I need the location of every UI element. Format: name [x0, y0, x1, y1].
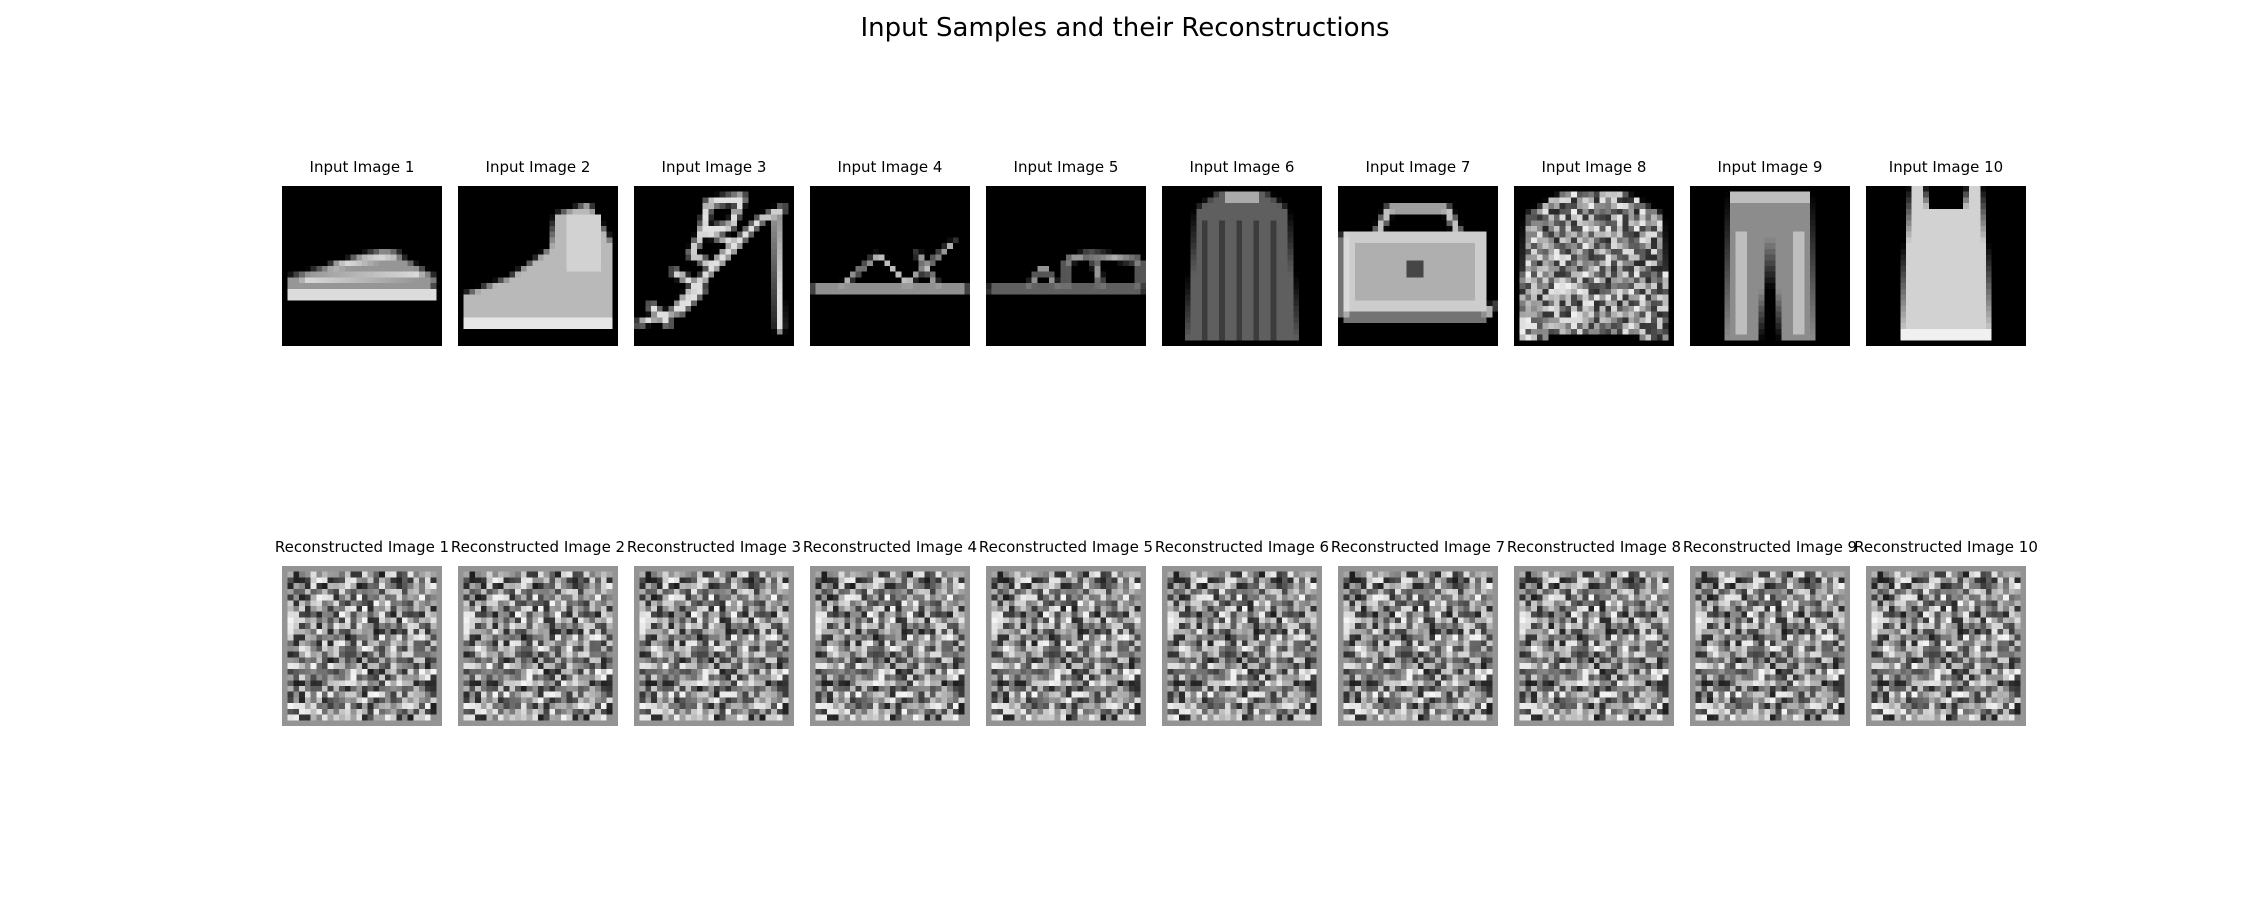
reconstruction-panel-5: Reconstructed Image 5 — [979, 535, 1153, 735]
reconstruction-panel-10: Reconstructed Image 10 — [1854, 535, 2038, 735]
reconstruction-panel-title: Reconstructed Image 4 — [802, 538, 978, 556]
input-image-bag — [1338, 186, 1498, 346]
input-panel-10: Input Image 10 — [1866, 155, 2026, 355]
reconstructed-image — [1514, 566, 1674, 726]
input-image-sneaker — [282, 186, 442, 346]
input-panel-title: Input Image 1 — [309, 158, 415, 176]
reconstruction-panel-title: Reconstructed Image 5 — [978, 538, 1154, 556]
input-panel-4: Input Image 4 — [810, 155, 970, 355]
reconstructed-image — [282, 566, 442, 726]
input-image-slide-sandal — [986, 186, 1146, 346]
reconstruction-panel-title: Reconstructed Image 6 — [1154, 538, 1330, 556]
figure-title: Input Samples and their Reconstructions — [860, 13, 1390, 43]
reconstruction-panel-2: Reconstructed Image 2 — [451, 535, 625, 735]
input-panel-8: Input Image 8 — [1514, 155, 1674, 355]
reconstruction-panel-title: Reconstructed Image 2 — [450, 538, 626, 556]
reconstruction-panel-9: Reconstructed Image 9 — [1683, 535, 1857, 735]
input-panel-title: Input Image 5 — [1013, 158, 1119, 176]
input-panel-7: Input Image 7 — [1338, 155, 1498, 355]
input-panel-title: Input Image 10 — [1888, 158, 2004, 176]
input-panel-title: Input Image 4 — [837, 158, 943, 176]
input-image-patterned-shirt — [1514, 186, 1674, 346]
input-panel-title: Input Image 2 — [485, 158, 591, 176]
reconstruction-panel-1: Reconstructed Image 1 — [275, 535, 449, 735]
reconstruction-panel-3: Reconstructed Image 3 — [627, 535, 801, 735]
reconstruction-panel-title: Reconstructed Image 1 — [274, 538, 450, 556]
input-panel-9: Input Image 9 — [1690, 155, 1850, 355]
reconstructed-image — [1866, 566, 2026, 726]
reconstructed-image — [810, 566, 970, 726]
reconstructed-image — [1338, 566, 1498, 726]
reconstruction-row: Reconstructed Image 1 Reconstructed Imag… — [0, 535, 2250, 735]
input-panel-title: Input Image 3 — [661, 158, 767, 176]
reconstruction-panel-4: Reconstructed Image 4 — [803, 535, 977, 735]
reconstruction-panel-title: Reconstructed Image 8 — [1506, 538, 1682, 556]
input-row: Input Image 1 Input Image 2 Input Image … — [0, 155, 2250, 355]
input-image-trouser — [1690, 186, 1850, 346]
input-panel-title: Input Image 7 — [1365, 158, 1471, 176]
input-panel-title: Input Image 9 — [1717, 158, 1823, 176]
input-panel-6: Input Image 6 — [1162, 155, 1322, 355]
reconstruction-panel-title: Reconstructed Image 10 — [1854, 538, 2038, 556]
input-panel-5: Input Image 5 — [986, 155, 1146, 355]
input-image-tank-top — [1866, 186, 2026, 346]
reconstructed-image — [1162, 566, 1322, 726]
input-panel-2: Input Image 2 — [458, 155, 618, 355]
input-panel-title: Input Image 8 — [1541, 158, 1647, 176]
reconstruction-panel-title: Reconstructed Image 3 — [626, 538, 802, 556]
input-panel-title: Input Image 6 — [1189, 158, 1295, 176]
reconstruction-panel-title: Reconstructed Image 9 — [1682, 538, 1858, 556]
input-image-flat-sandal — [810, 186, 970, 346]
reconstruction-panel-8: Reconstructed Image 8 — [1507, 535, 1681, 735]
input-image-ankle-boot — [458, 186, 618, 346]
reconstructed-image — [634, 566, 794, 726]
reconstruction-panel-7: Reconstructed Image 7 — [1331, 535, 1505, 735]
reconstruction-panel-title: Reconstructed Image 7 — [1330, 538, 1506, 556]
reconstructed-image — [1690, 566, 1850, 726]
input-image-strappy-sandal — [634, 186, 794, 346]
reconstruction-panel-6: Reconstructed Image 6 — [1155, 535, 1329, 735]
reconstructed-image — [458, 566, 618, 726]
input-image-dress — [1162, 186, 1322, 346]
input-panel-3: Input Image 3 — [634, 155, 794, 355]
reconstructed-image — [986, 566, 1146, 726]
input-panel-1: Input Image 1 — [282, 155, 442, 355]
